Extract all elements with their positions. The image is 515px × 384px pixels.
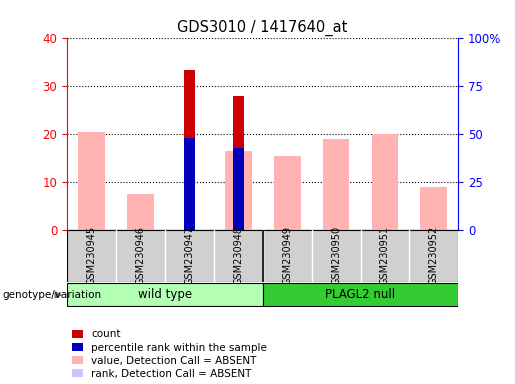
Bar — [184, 138, 195, 230]
Bar — [371, 134, 399, 230]
Legend: count, percentile rank within the sample, value, Detection Call = ABSENT, rank, : count, percentile rank within the sample… — [72, 329, 267, 379]
Bar — [67, 283, 263, 306]
Bar — [233, 148, 244, 230]
Bar — [322, 139, 350, 230]
Text: GSM230952: GSM230952 — [429, 226, 439, 285]
Bar — [225, 151, 252, 230]
Bar — [322, 165, 350, 230]
Bar — [78, 167, 105, 230]
Bar — [273, 156, 301, 230]
Bar — [420, 194, 448, 230]
Bar — [233, 96, 244, 230]
Text: GSM230950: GSM230950 — [331, 226, 341, 285]
Text: GSM230947: GSM230947 — [184, 226, 194, 285]
Text: GSM230951: GSM230951 — [380, 226, 390, 285]
Bar — [78, 132, 105, 230]
Text: genotype/variation: genotype/variation — [3, 290, 101, 300]
Text: PLAGL2 null: PLAGL2 null — [325, 288, 396, 301]
Bar — [263, 283, 458, 306]
Text: wild type: wild type — [138, 288, 192, 301]
Text: GSM230945: GSM230945 — [87, 226, 96, 285]
Bar — [420, 187, 448, 230]
Bar — [127, 194, 154, 230]
Bar — [371, 163, 399, 230]
Text: GSM230948: GSM230948 — [233, 226, 243, 285]
Text: GSM230949: GSM230949 — [282, 226, 292, 285]
Title: GDS3010 / 1417640_at: GDS3010 / 1417640_at — [178, 20, 348, 36]
Bar — [273, 179, 301, 230]
Bar — [184, 70, 195, 230]
Text: GSM230946: GSM230946 — [135, 226, 145, 285]
